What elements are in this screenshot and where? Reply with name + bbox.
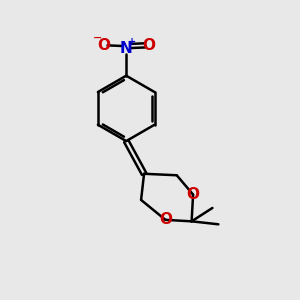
Text: +: + xyxy=(128,38,136,47)
Text: O: O xyxy=(187,187,200,202)
Text: O: O xyxy=(159,212,172,227)
Text: −: − xyxy=(93,33,102,43)
Text: N: N xyxy=(120,41,133,56)
Text: O: O xyxy=(142,38,155,53)
Text: O: O xyxy=(98,38,110,53)
